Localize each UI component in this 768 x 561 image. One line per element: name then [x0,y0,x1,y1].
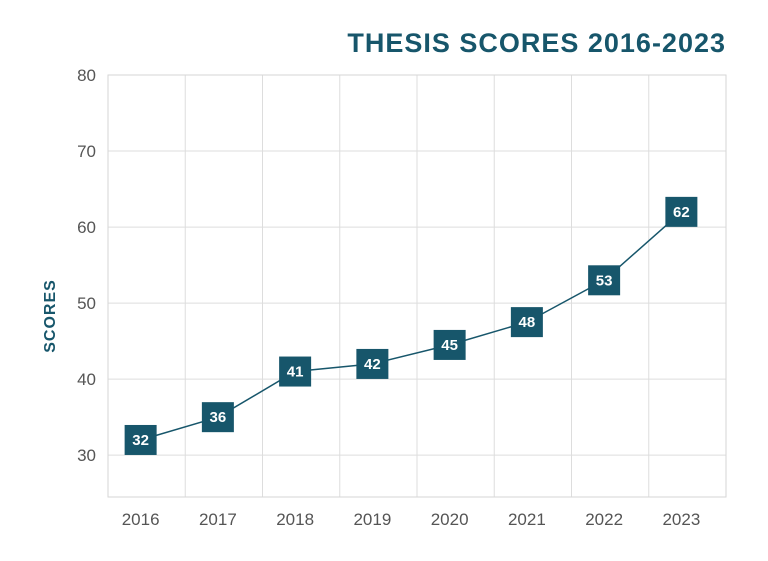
x-tick-label: 2023 [662,510,700,529]
data-point: 62 [665,196,698,227]
data-points: 32 36 41 42 45 48 53 62 [124,196,698,455]
data-label: 32 [132,432,149,449]
x-tick-label: 2019 [353,510,391,529]
data-label: 48 [519,314,536,331]
y-axis-ticks: 30 40 50 60 70 80 [77,66,96,465]
y-tick-label: 80 [77,66,96,85]
data-point: 32 [124,424,157,455]
y-tick-label: 40 [77,370,96,389]
data-point: 53 [588,265,621,296]
x-tick-label: 2022 [585,510,623,529]
data-label: 42 [364,356,381,373]
data-point-marker [433,329,466,360]
data-point-marker [201,402,234,433]
data-point-marker [588,265,621,296]
data-point-marker [124,424,157,455]
x-tick-label: 2017 [199,510,237,529]
chart-title: THESIS SCORES 2016-2023 [347,28,726,58]
y-tick-label: 60 [77,218,96,237]
data-point-marker [510,307,543,338]
data-point: 36 [201,402,234,433]
data-point-marker [356,348,389,379]
data-point-marker [279,356,312,387]
data-label: 45 [441,337,458,354]
data-label: 62 [673,204,690,221]
data-point-marker [665,196,698,227]
y-tick-label: 70 [77,142,96,161]
y-axis-label: SCORES [42,279,59,353]
x-axis-ticks: 2016 2017 2018 2019 2020 2021 2022 2023 [122,510,701,529]
data-point: 42 [356,348,389,379]
y-tick-label: 30 [77,446,96,465]
x-tick-label: 2016 [122,510,160,529]
data-label: 41 [287,364,304,381]
x-tick-label: 2021 [508,510,546,529]
data-label: 36 [210,409,227,426]
x-tick-label: 2018 [276,510,314,529]
data-point: 45 [433,329,466,360]
data-point: 41 [279,356,312,387]
y-tick-label: 50 [77,294,96,313]
plot-area [107,74,727,498]
data-point: 48 [510,307,543,338]
x-tick-label: 2020 [431,510,469,529]
data-label: 53 [596,272,613,289]
grid [108,74,726,497]
